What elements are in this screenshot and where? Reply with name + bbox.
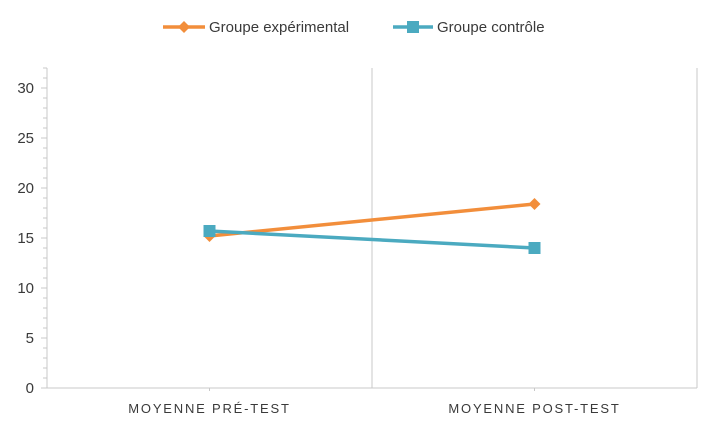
chart-axes [46, 68, 698, 389]
series-line [209, 229, 535, 250]
legend-label: Groupe contrôle [437, 19, 545, 36]
x-category-label: MOYENNE POST-TEST [448, 401, 620, 416]
series-line [209, 202, 535, 238]
legend-label: Groupe expérimental [209, 19, 349, 36]
y-tick-label: 10 [17, 280, 34, 297]
y-tick-label: 25 [17, 130, 34, 147]
data-point [203, 225, 216, 237]
y-tick-label: 15 [17, 230, 34, 247]
y-tick-label: 20 [17, 180, 34, 197]
chart-legend: Groupe expérimental Groupe contrôle [163, 19, 545, 36]
x-category-label: MOYENNE PRÉ-TEST [128, 401, 290, 416]
y-tick-label: 30 [17, 80, 34, 97]
data-point [528, 242, 541, 254]
chart-series [203, 198, 541, 254]
y-tick-label: 5 [26, 330, 34, 347]
legend-item: Groupe expérimental [163, 19, 349, 36]
x-axis-categories: MOYENNE PRÉ-TEST MOYENNE POST-TEST [128, 388, 620, 416]
y-axis-ticks: 0 5 10 15 20 25 30 [17, 67, 47, 397]
data-point [528, 198, 541, 210]
y-tick-label: 0 [26, 380, 34, 397]
legend-item: Groupe contrôle [393, 19, 545, 36]
diamond-marker-icon [178, 21, 190, 33]
series-control [203, 225, 541, 254]
square-marker-icon [407, 21, 419, 33]
